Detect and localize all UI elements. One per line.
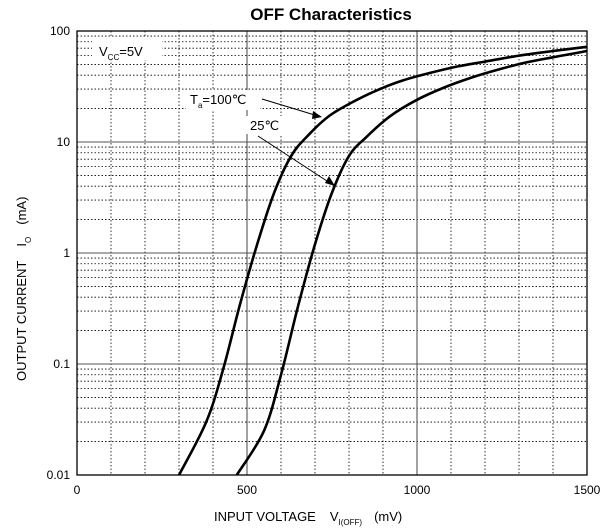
series-line-100c — [177, 45, 588, 476]
y-axis-label-unit: (mA) — [14, 197, 29, 225]
series-100c-subscript: a — [198, 101, 203, 110]
series-100c-value: =100℃ — [202, 92, 246, 107]
y-tick-label: 0.01 — [47, 468, 71, 482]
series-25c-label: 25℃ — [250, 118, 279, 133]
condition-annotation: VCC=5V — [92, 38, 162, 62]
x-tick-label: 500 — [237, 483, 257, 497]
x-axis-label: INPUT VOLTAGE VI(OFF) (mV) — [214, 509, 402, 527]
grid — [77, 31, 587, 475]
y-axis-label-prefix: OUTPUT CURRENT — [14, 261, 29, 381]
x-axis-label-symbol: V — [330, 509, 339, 524]
x-tick-label: 1000 — [404, 483, 431, 497]
y-axis-label: OUTPUT CURRENT IO (mA) — [14, 197, 33, 381]
series-100c-symbol: T — [190, 92, 198, 107]
y-tick-label: 100 — [50, 24, 70, 38]
chart-title: OFF Characteristics — [250, 5, 412, 24]
series-label-100c: Ta=100℃ — [186, 90, 322, 119]
x-tick-label: 0 — [74, 483, 81, 497]
series-label-25c: 25℃ — [246, 116, 335, 186]
svg-text:VCC=5V: VCC=5V — [99, 44, 143, 62]
x-axis-label-prefix: INPUT VOLTAGE — [214, 509, 316, 524]
condition-symbol: V — [99, 44, 108, 59]
series-line-25c — [235, 49, 588, 476]
condition-value: =5V — [119, 44, 143, 59]
x-tick-labels: 0 500 1000 1500 — [74, 483, 601, 497]
y-tick-label: 10 — [57, 135, 71, 149]
x-axis-label-subscript: I(OFF) — [339, 518, 363, 527]
y-tick-label: 0.1 — [53, 357, 70, 371]
y-tick-label: 1 — [63, 246, 70, 260]
y-axis-label-subscript: O — [24, 237, 33, 243]
x-tick-label: 1500 — [574, 483, 601, 497]
svg-text:Ta=100℃: Ta=100℃ — [190, 92, 246, 110]
plot-frame — [76, 30, 588, 476]
condition-subscript: CC — [108, 53, 120, 62]
x-axis-label-unit: (mV) — [374, 509, 402, 524]
y-tick-labels: 0.01 0.1 1 10 100 — [47, 24, 71, 482]
curves — [177, 45, 588, 476]
y-axis-label-symbol: I — [14, 243, 29, 247]
